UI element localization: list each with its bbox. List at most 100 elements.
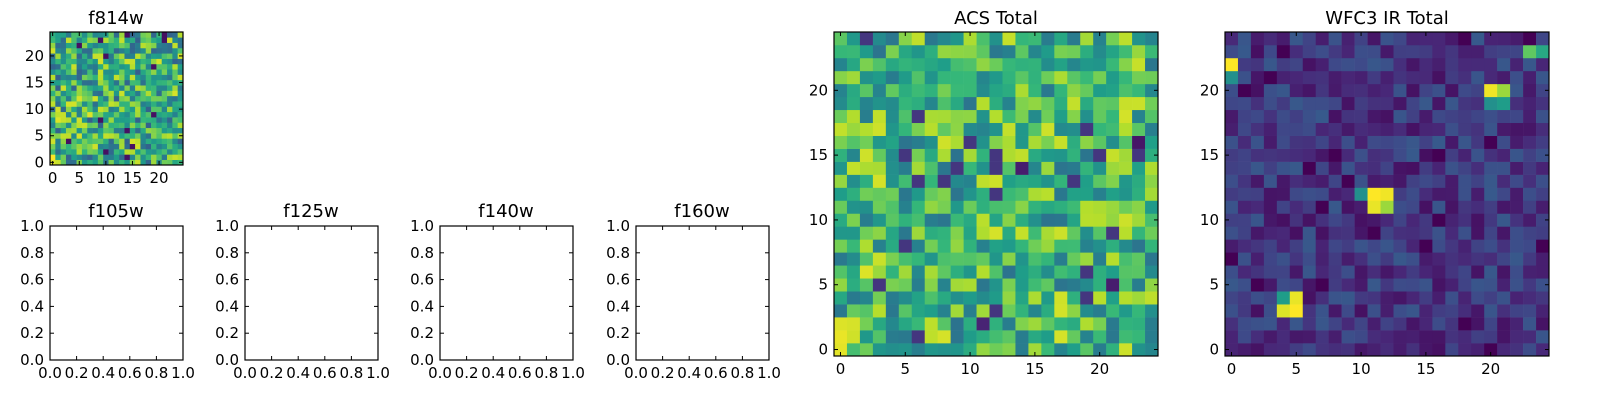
heatmap-cell	[1289, 70, 1304, 85]
heatmap-cell	[1497, 304, 1511, 318]
heatmap-cell	[65, 127, 72, 134]
heatmap-cell	[976, 291, 990, 305]
heatmap-cell	[1380, 109, 1394, 124]
heatmap-cell	[834, 252, 848, 266]
heatmap-cell	[1341, 32, 1355, 46]
heatmap-cell	[1106, 200, 1120, 214]
heatmap-cell	[1054, 122, 1068, 136]
heatmap-cell	[172, 53, 178, 59]
heatmap-cell	[1028, 70, 1042, 85]
heatmap-cell	[1302, 70, 1317, 85]
heatmap-cell	[97, 106, 104, 113]
heatmap-cell	[172, 122, 178, 129]
heatmap-cell	[898, 57, 913, 72]
heatmap-cell	[135, 117, 141, 123]
heatmap-cell	[1367, 265, 1381, 279]
heatmap-cell	[65, 63, 72, 70]
heatmap-cell	[172, 149, 178, 155]
y-ticks-f140w: 0.00.20.40.60.81.0	[410, 217, 573, 369]
heatmap-cell	[76, 90, 83, 97]
heatmap-cell	[1145, 239, 1159, 253]
heatmap-cell	[1250, 213, 1265, 227]
heatmap-cell	[859, 187, 874, 201]
heatmap-cell	[1132, 32, 1146, 46]
heatmap-cell	[1106, 213, 1120, 227]
heatmap-cell	[1341, 187, 1355, 201]
heatmap-cell	[1015, 70, 1029, 85]
heatmap-cell	[124, 111, 131, 118]
heatmap-cell	[1237, 187, 1252, 201]
panel-f125w: f125w 0.0 0.2 0.4 0.6 0.8 1.0 0.00.20.40.60.8…	[215, 201, 390, 382]
heatmap-cell	[1302, 109, 1317, 124]
heatmap-cell	[60, 47, 67, 54]
heatmap-cell	[1471, 343, 1485, 357]
heatmap-cell	[898, 343, 913, 357]
heatmap-cell	[177, 58, 184, 65]
heatmap-cell	[989, 187, 1003, 201]
heatmap-cell	[834, 70, 848, 85]
heatmap-cell	[1328, 330, 1342, 344]
heatmap-cell	[950, 278, 964, 292]
heatmap-cell	[1080, 265, 1094, 279]
heatmap-cell	[108, 122, 115, 129]
heatmap-cell	[156, 154, 163, 160]
heatmap-cell	[167, 85, 173, 91]
heatmap-cell	[1250, 148, 1265, 162]
heatmap-cell	[145, 74, 152, 81]
heatmap-cell	[885, 278, 900, 292]
heatmap-cell	[885, 239, 900, 253]
heatmap-cell	[1380, 330, 1394, 344]
heatmap-cell	[1237, 44, 1252, 59]
heatmap-cell	[1119, 343, 1133, 357]
heatmap-cell	[119, 79, 125, 86]
heatmap-cell	[1445, 109, 1459, 124]
heatmap-cell	[885, 304, 900, 318]
x-ticks-f125w: 0.0 0.2 0.4 0.6 0.8 1.0	[233, 226, 390, 382]
heatmap-cell	[81, 106, 88, 113]
heatmap-cell	[846, 265, 861, 279]
heatmap-cell	[937, 135, 951, 149]
heatmap-cell	[172, 133, 178, 139]
heatmap-cell	[1132, 122, 1146, 136]
heatmap-cell	[1419, 83, 1433, 98]
heatmap-cell	[1406, 32, 1420, 46]
heatmap-cell	[1067, 304, 1081, 318]
heatmap-cell	[156, 53, 163, 59]
heatmap-cell	[924, 278, 938, 292]
heatmap-cell	[60, 138, 67, 145]
heatmap-cell	[1250, 70, 1265, 85]
heatmap-cell	[92, 85, 99, 91]
y-tick-label-f125w: 0.8	[215, 244, 239, 262]
heatmap-cell	[1302, 96, 1317, 111]
heatmap-cell	[1523, 213, 1537, 227]
heatmap-cell	[1523, 44, 1537, 59]
heatmap-cell	[103, 138, 109, 145]
heatmap-cell	[81, 69, 88, 75]
heatmap-cell	[108, 90, 115, 97]
heatmap-cell	[1367, 317, 1381, 331]
heatmap-cell	[846, 226, 861, 240]
heatmap-cell	[963, 343, 977, 357]
heatmap-cell	[156, 95, 163, 102]
heatmap-cell	[924, 148, 938, 162]
panel-title-f814w: f814w	[88, 8, 143, 29]
heatmap-cell	[1250, 343, 1265, 357]
x-ticks-f160w: 0.0 0.2 0.4 0.6 0.8 1.0	[624, 226, 781, 382]
heatmap-cell	[1145, 200, 1159, 214]
heatmap-cell	[1523, 278, 1537, 292]
y-tick-label-f814w: 10	[25, 100, 44, 118]
heatmap-cell	[1054, 278, 1068, 292]
heatmap-cell	[1445, 226, 1459, 240]
heatmap-cell	[92, 63, 99, 70]
heatmap-cell	[885, 265, 900, 279]
heatmap-cell	[129, 95, 136, 102]
x-tick-label-f105w: 0.0	[38, 364, 62, 382]
heatmap-cell	[1432, 135, 1446, 149]
panel-title-f140w: f140w	[478, 201, 533, 222]
heatmap-cell	[60, 149, 67, 155]
heatmap-cell	[1523, 161, 1537, 175]
heatmap-cell	[1106, 57, 1120, 72]
heatmap-cell	[97, 127, 104, 134]
x-tick-label-f814w: 10	[96, 169, 115, 187]
